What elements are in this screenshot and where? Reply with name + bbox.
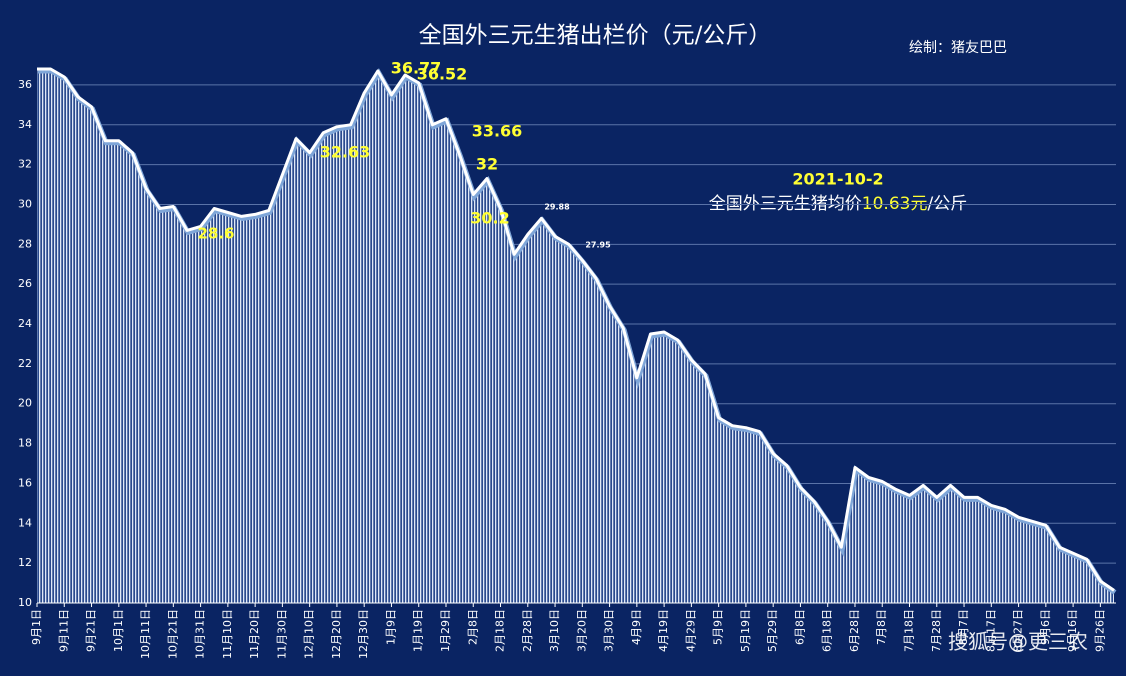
- note-date: 2021-10-2: [792, 170, 883, 189]
- x-tick-label: 2月8日: [466, 609, 479, 645]
- credit: 绘制：猪友巴巴: [909, 40, 1007, 56]
- x-tick-label: 10月11日: [139, 609, 152, 659]
- x-tick-label: 12月30日: [357, 609, 370, 659]
- y-tick-label: 24: [18, 317, 32, 330]
- x-tick-label: 7月8日: [875, 609, 888, 645]
- x-tick-label: 11月20日: [248, 609, 261, 659]
- x-tick-label: 2月28日: [521, 609, 534, 652]
- y-tick-label: 32: [18, 158, 32, 171]
- x-tick-label: 6月8日: [793, 609, 806, 645]
- annotation: 33.66: [472, 122, 523, 141]
- x-tick-label: 12月20日: [330, 609, 343, 659]
- x-tick-label: 9月26日: [1093, 609, 1106, 652]
- x-tick-label: 2月18日: [494, 609, 507, 652]
- annotation: 28.6: [197, 225, 234, 243]
- x-tick-label: 3月20日: [575, 609, 588, 652]
- y-tick-label: 26: [18, 277, 32, 290]
- annotation: 32.63: [320, 143, 371, 162]
- y-tick-label: 36: [18, 78, 32, 91]
- y-tick-label: 16: [18, 476, 32, 489]
- x-tick-label: 4月19日: [657, 609, 670, 652]
- annotation: 36.77: [391, 59, 442, 78]
- x-tick-label: 7月18日: [903, 609, 916, 652]
- area: [37, 69, 1114, 603]
- x-tick-label: 1月19日: [412, 609, 425, 652]
- x-tick-label: 11月10日: [221, 609, 234, 659]
- x-tick-label: 5月19日: [739, 609, 752, 652]
- x-tick-label: 10月1日: [112, 609, 125, 652]
- annotation: 36.52: [417, 65, 468, 84]
- x-tick-label: 8月7日: [957, 609, 970, 645]
- x-tick-label: 6月18日: [821, 609, 834, 652]
- chart-title: 全国外三元生猪出栏价（元/公斤）: [419, 23, 772, 49]
- x-tick-label: 8月17日: [984, 609, 997, 652]
- y-tick-label: 12: [18, 556, 32, 569]
- annotation: 30.2: [470, 209, 509, 228]
- x-tick-label: 9月21日: [85, 609, 98, 652]
- x-tick-label: 9月6日: [1039, 609, 1052, 645]
- line: [37, 67, 1115, 592]
- y-tick-label: 10: [18, 596, 32, 609]
- x-tick-label: 8月27日: [1012, 609, 1025, 652]
- x-tick-label: 10月21日: [166, 609, 179, 659]
- x-tick-label: 7月28日: [930, 609, 943, 652]
- x-tick-label: 4月9日: [630, 609, 643, 645]
- x-tick-label: 4月29日: [684, 609, 697, 652]
- annotation: 27.95: [585, 241, 611, 250]
- watermark: 搜狐号@更三农: [948, 630, 1088, 654]
- y-tick-label: 30: [18, 197, 32, 210]
- x-tick-label: 1月9日: [384, 609, 397, 645]
- x-tick-label: 12月10日: [303, 609, 316, 659]
- x-tick-label: 6月28日: [848, 609, 861, 652]
- x-tick-label: 3月10日: [548, 609, 561, 652]
- x-tick-label: 5月29日: [766, 609, 779, 652]
- x-tick-label: 5月9日: [712, 609, 725, 645]
- x-tick-label: 10月31日: [194, 609, 207, 659]
- x-tick-label: 11月30日: [275, 609, 288, 659]
- y-tick-label: 20: [18, 397, 32, 410]
- y-tick-label: 14: [18, 516, 32, 529]
- y-tick-label: 22: [18, 357, 32, 370]
- y-tick-label: 18: [18, 437, 32, 450]
- y-tick-label: 28: [18, 237, 32, 250]
- y-tick-label: 34: [18, 118, 32, 131]
- x-tick-label: 1月29日: [439, 609, 452, 652]
- x-tick-label: 9月11日: [57, 609, 70, 652]
- annotation: 32: [476, 155, 498, 174]
- x-tick-label: 3月30日: [603, 609, 616, 652]
- x-tick-label: 9月16日: [1066, 609, 1079, 652]
- annotation: 29.88: [544, 203, 570, 212]
- x-tick-label: 9月1日: [30, 609, 43, 645]
